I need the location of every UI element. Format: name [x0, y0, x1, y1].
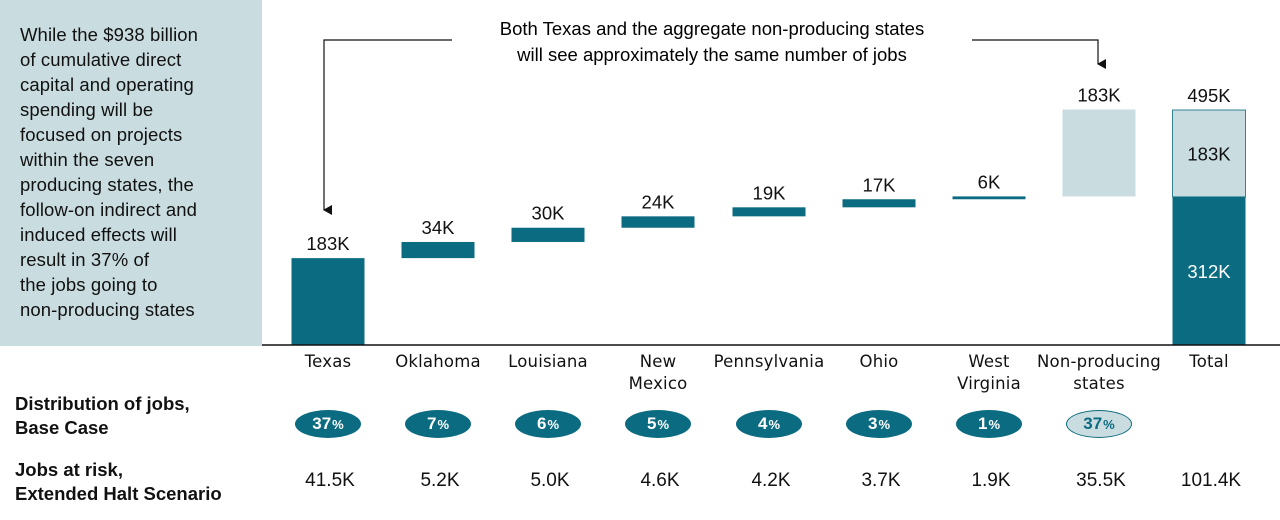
total-segment-label-1: 183K [1187, 143, 1231, 164]
category-label-total: Total [1189, 352, 1229, 371]
total-segment-0 [1172, 196, 1246, 345]
bar-label-non-producing: 183K [1077, 85, 1121, 106]
bar-ohio [842, 199, 916, 208]
side-note-line: within the seven [20, 149, 155, 170]
bar-label-pennsylvania: 19K [753, 182, 787, 203]
risk-value-oklahoma: 5.2K [420, 470, 460, 491]
risk-value-total: 101.4K [1180, 470, 1242, 491]
risk-value-texas: 41.5K [305, 470, 355, 491]
side-note-line: follow-on indirect and [20, 199, 198, 220]
bar-label-west-virginia: 6K [978, 171, 1001, 192]
side-note-line: capital and operating [20, 74, 194, 95]
risk-value-louisiana: 5.0K [530, 470, 570, 491]
annotation-line-2: will see approximately the same number o… [516, 44, 907, 65]
category-label-oklahoma: Oklahoma [395, 352, 481, 371]
risk-label-line-1: Jobs at risk, [15, 459, 123, 480]
category-label-texas: Texas [304, 352, 352, 371]
risk-value-west-virginia: 1.9K [971, 470, 1011, 491]
risk-value-non-producing: 35.5K [1076, 470, 1126, 491]
bar-non-producing [1062, 109, 1136, 197]
side-note-line: the jobs going to [20, 274, 158, 295]
side-note-text: While the $938 billion of cumulative dire… [20, 22, 252, 322]
bar-label-louisiana: 30K [532, 203, 566, 224]
bar-oklahoma [401, 241, 475, 259]
side-note-line: of cumulative direct [20, 49, 182, 70]
side-note-line: non-producing states [20, 299, 195, 320]
waterfall-chart: Both Texas and the aggregate non-produci… [262, 18, 1280, 346]
distribution-label-line-1: Distribution of jobs, [15, 393, 190, 414]
category-label-louisiana: Louisiana [508, 352, 588, 371]
side-note-line: While the $938 billion [20, 24, 199, 45]
bars: 183K 34K 30K 24K 19K 17K 6K 183K 312K 183K 495K [291, 85, 1246, 345]
bar-texas [291, 258, 365, 345]
category-label-ohio: Ohio [859, 352, 899, 371]
bar-louisiana [511, 227, 585, 242]
category-label-pennsylvania: Pennsylvania [713, 352, 825, 371]
annotation-left-arrow [323, 39, 452, 215]
bar-pennsylvania [732, 207, 806, 217]
annotation-right-arrow [972, 39, 1106, 69]
annotation: Both Texas and the aggregate non-produci… [323, 18, 1106, 215]
side-note-line: focused on projects [20, 124, 183, 145]
distribution-pill-texas: 37% [295, 410, 361, 438]
distribution-pill-ohio: 3% [846, 410, 912, 438]
risk-value-new-mexico: 4.6K [640, 470, 680, 491]
side-note-line: result in 37% of [20, 249, 150, 270]
side-note-line: induced effects will [20, 224, 177, 245]
risk-value-ohio: 3.7K [861, 470, 901, 491]
bar-label-new-mexico: 24K [642, 191, 676, 212]
distribution-pill-non-producing: 37% [1066, 410, 1132, 438]
total-bar-label: 495K [1187, 85, 1231, 106]
bar-west-virginia [952, 196, 1026, 200]
bar-new-mexico [621, 216, 695, 228]
distribution-pill-pennsylvania: 4% [736, 410, 802, 438]
category-label-new-mexico: New Mexico [628, 352, 688, 393]
bar-label-ohio: 17K [863, 174, 897, 195]
total-segment-1 [1172, 109, 1246, 198]
side-note-line: spending will be [20, 99, 154, 120]
annotation-line-1: Both Texas and the aggregate non-produci… [500, 18, 924, 39]
side-note-line: producing states, the [20, 174, 194, 195]
distribution-pill-oklahoma: 7% [405, 410, 471, 438]
distribution-pill-new-mexico: 5% [625, 410, 691, 438]
risk-value-pennsylvania: 4.2K [751, 470, 791, 491]
category-label-non-producing: Non-producing states [1037, 352, 1161, 393]
risk-label-line-2: Extended Halt Scenario [15, 483, 222, 504]
bar-label-oklahoma: 34K [422, 217, 456, 238]
category-label-west-virginia: West Virginia [957, 352, 1021, 393]
risk-row-label: Jobs at risk, Extended Halt Scenario [15, 458, 222, 506]
distribution-pill-west-virginia: 1% [956, 410, 1022, 438]
total-segment-label-0: 312K [1187, 261, 1231, 282]
distribution-row-label: Distribution of jobs, Base Case [15, 392, 190, 440]
bar-label-texas: 183K [306, 233, 350, 254]
distribution-pill-louisiana: 6% [515, 410, 581, 438]
side-note-panel: While the $938 billion of cumulative dire… [0, 0, 262, 346]
distribution-label-line-2: Base Case [15, 417, 109, 438]
